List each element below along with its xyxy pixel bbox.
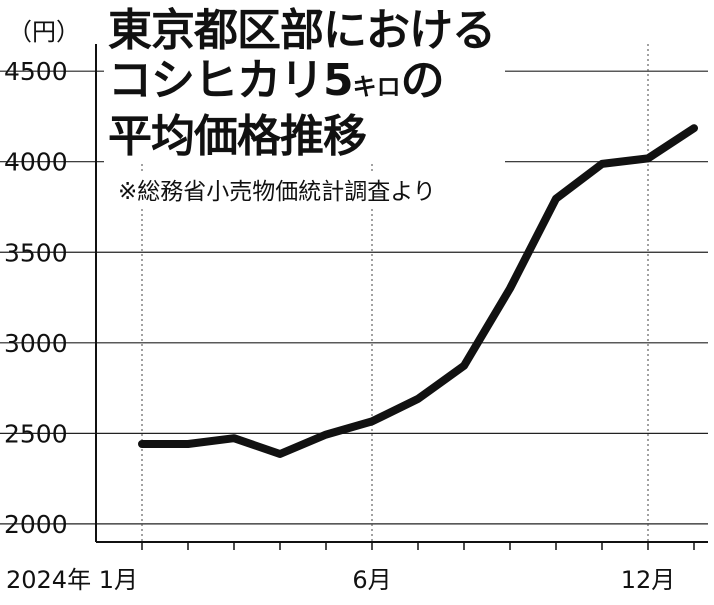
month-markers — [141, 44, 649, 542]
series-line — [138, 124, 698, 458]
y-tick-label: 4000 — [4, 148, 68, 177]
title-suffix: の — [400, 55, 445, 106]
y-tick-label: 2500 — [4, 419, 68, 448]
y-tick-label: 2000 — [4, 510, 68, 539]
title-line-2: コシヒカリ5キロの — [108, 56, 495, 112]
x-tick-labels: 2024年 1月 6月 12月 — [6, 566, 675, 594]
title-line-3: 平均価格推移 — [108, 111, 367, 162]
axes — [95, 44, 708, 550]
source-note: ※総務省小売物価統計調査より — [118, 179, 436, 205]
y-tick-label: 4500 — [4, 57, 68, 86]
x-tick-label: 12月 — [621, 566, 676, 594]
y-tick-label: 3000 — [4, 329, 68, 358]
y-axis-unit: （円） — [8, 18, 80, 46]
y-tick-label: 3500 — [4, 238, 68, 267]
y-tick-labels: 2000 2500 3000 3500 4000 4500 — [4, 57, 68, 539]
title-unit-small: キロ — [352, 73, 401, 101]
x-tick-label: 6月 — [352, 566, 391, 594]
source-note-box: ※総務省小売物価統計調査より — [112, 172, 442, 208]
series-line-group — [138, 124, 698, 458]
title-line-1: 東京都区部における — [108, 5, 496, 56]
chart-title: 東京都区部における コシヒカリ5キロの 平均価格推移 — [104, 6, 505, 164]
x-tick-label: 2024年 1月 — [6, 566, 138, 594]
title-line-2-main: コシヒカリ5 — [108, 55, 354, 106]
